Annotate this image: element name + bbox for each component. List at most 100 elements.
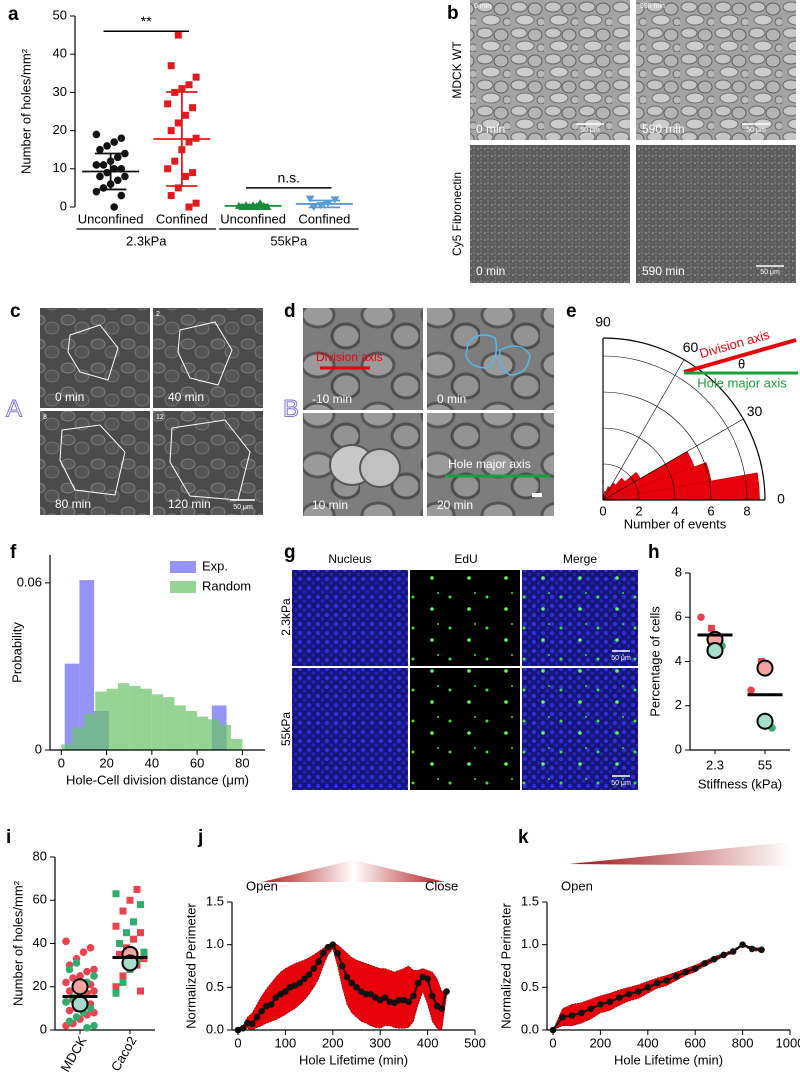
outer-arc xyxy=(602,337,766,501)
marker xyxy=(697,613,705,622)
x-tick-label: 40 xyxy=(145,755,159,770)
panel-letter: b xyxy=(447,3,459,24)
marker xyxy=(189,169,197,177)
bar xyxy=(140,688,152,750)
y-tick-label: 0.5 xyxy=(206,979,224,994)
y-axis-label: Normalized Perimeter xyxy=(498,902,513,1028)
marker xyxy=(90,972,98,980)
y-axis-label: Percentage of cells xyxy=(647,606,662,717)
group-label: 2.3kPa xyxy=(126,233,167,248)
marker xyxy=(90,965,98,974)
point xyxy=(606,998,614,1006)
x-axis-label: Stiffness (kPa) xyxy=(698,776,782,791)
y-tick-label: 10 xyxy=(53,160,67,175)
legend-label: Random xyxy=(202,578,251,593)
wedge xyxy=(602,490,607,501)
r-tick-label: 4 xyxy=(671,503,678,518)
panel-letter: c xyxy=(10,301,21,322)
progress-header xyxy=(262,860,445,882)
x-tick-label: Confined xyxy=(156,211,208,226)
marker xyxy=(90,1021,98,1030)
marker xyxy=(110,138,118,146)
panel-letter: d xyxy=(284,301,296,322)
y-tick-label: 1.0 xyxy=(521,936,539,951)
micrograph-signal xyxy=(522,570,638,666)
point xyxy=(672,972,680,980)
marker xyxy=(119,972,127,980)
x-tick-label: 500 xyxy=(464,1035,486,1050)
time-stamp: 0 min xyxy=(476,264,505,278)
point xyxy=(691,965,699,972)
point xyxy=(296,979,303,987)
y-tick-label: 2 xyxy=(675,697,682,712)
marker xyxy=(117,191,126,200)
y-tick-label: 20 xyxy=(33,978,47,993)
marker xyxy=(123,929,130,937)
x-tick-label: 200 xyxy=(322,1035,344,1050)
y-tick-label: 0.0 xyxy=(521,1021,539,1036)
marker xyxy=(65,1017,74,1026)
scale-label: 50 μm xyxy=(611,655,631,662)
marker xyxy=(92,130,101,139)
band xyxy=(552,943,762,1031)
point xyxy=(405,998,412,1006)
marker xyxy=(119,907,127,915)
progress-header xyxy=(569,842,790,866)
marker xyxy=(174,119,182,127)
legend-swatch xyxy=(170,581,196,593)
marker xyxy=(86,944,95,952)
band xyxy=(237,942,447,1031)
point xyxy=(559,1013,566,1021)
point xyxy=(305,971,313,978)
marker xyxy=(167,62,175,70)
marker xyxy=(174,184,182,192)
point xyxy=(644,984,652,991)
time-stamp: 10 min xyxy=(312,498,348,512)
time-stamp: 40 min xyxy=(168,390,204,404)
frame-number: 2 xyxy=(156,311,160,318)
x-axis-label: Hole-Cell division distance (μm) xyxy=(66,772,249,787)
panel-d: d B Division axis Hole major axis -10 mi… xyxy=(283,301,554,516)
y-tick-label: 1.0 xyxy=(206,936,224,951)
marker xyxy=(185,203,193,211)
x-tick-label: Confined xyxy=(298,211,350,226)
marker xyxy=(72,959,81,967)
bar xyxy=(163,697,175,750)
micrograph-signal xyxy=(522,668,638,790)
marker xyxy=(756,712,774,730)
x-axis-label: Hole Lifetime (min) xyxy=(614,1052,723,1067)
outline-mark: A xyxy=(6,395,22,422)
x-axis-label: Hole Lifetime (min) xyxy=(299,1052,408,1067)
panel-letter: a xyxy=(8,4,19,25)
marker xyxy=(181,172,189,180)
corner-time: 590 min xyxy=(640,3,665,10)
column-label: Merge xyxy=(563,552,597,566)
phase-label: Close xyxy=(425,878,458,893)
x-tick-label: 200 xyxy=(590,1035,612,1050)
x-tick-label: Unconfined xyxy=(220,211,286,226)
row-label: 2.3kPa xyxy=(279,598,293,636)
corner-time: 0 min xyxy=(474,3,491,10)
scale-label: 50 μm xyxy=(746,127,766,134)
micrograph xyxy=(153,308,263,408)
angle-label: 0 xyxy=(777,491,785,507)
marker xyxy=(756,659,774,677)
micrograph xyxy=(303,308,423,410)
marker xyxy=(103,142,111,150)
point xyxy=(367,990,375,998)
frame-number: 12 xyxy=(156,414,164,421)
bar xyxy=(83,713,96,750)
x-tick-label: 100 xyxy=(275,1035,297,1050)
bar xyxy=(117,683,130,750)
marker xyxy=(167,127,175,135)
bar xyxy=(185,711,198,750)
marker xyxy=(137,987,144,995)
x-tick-label: Unconfined xyxy=(78,211,144,226)
significance-label: ** xyxy=(141,13,152,29)
point xyxy=(353,984,360,991)
marker xyxy=(83,967,91,976)
x-tick-label: 20 xyxy=(99,755,113,770)
marker xyxy=(137,901,144,909)
time-stamp: 0 min xyxy=(476,122,505,136)
